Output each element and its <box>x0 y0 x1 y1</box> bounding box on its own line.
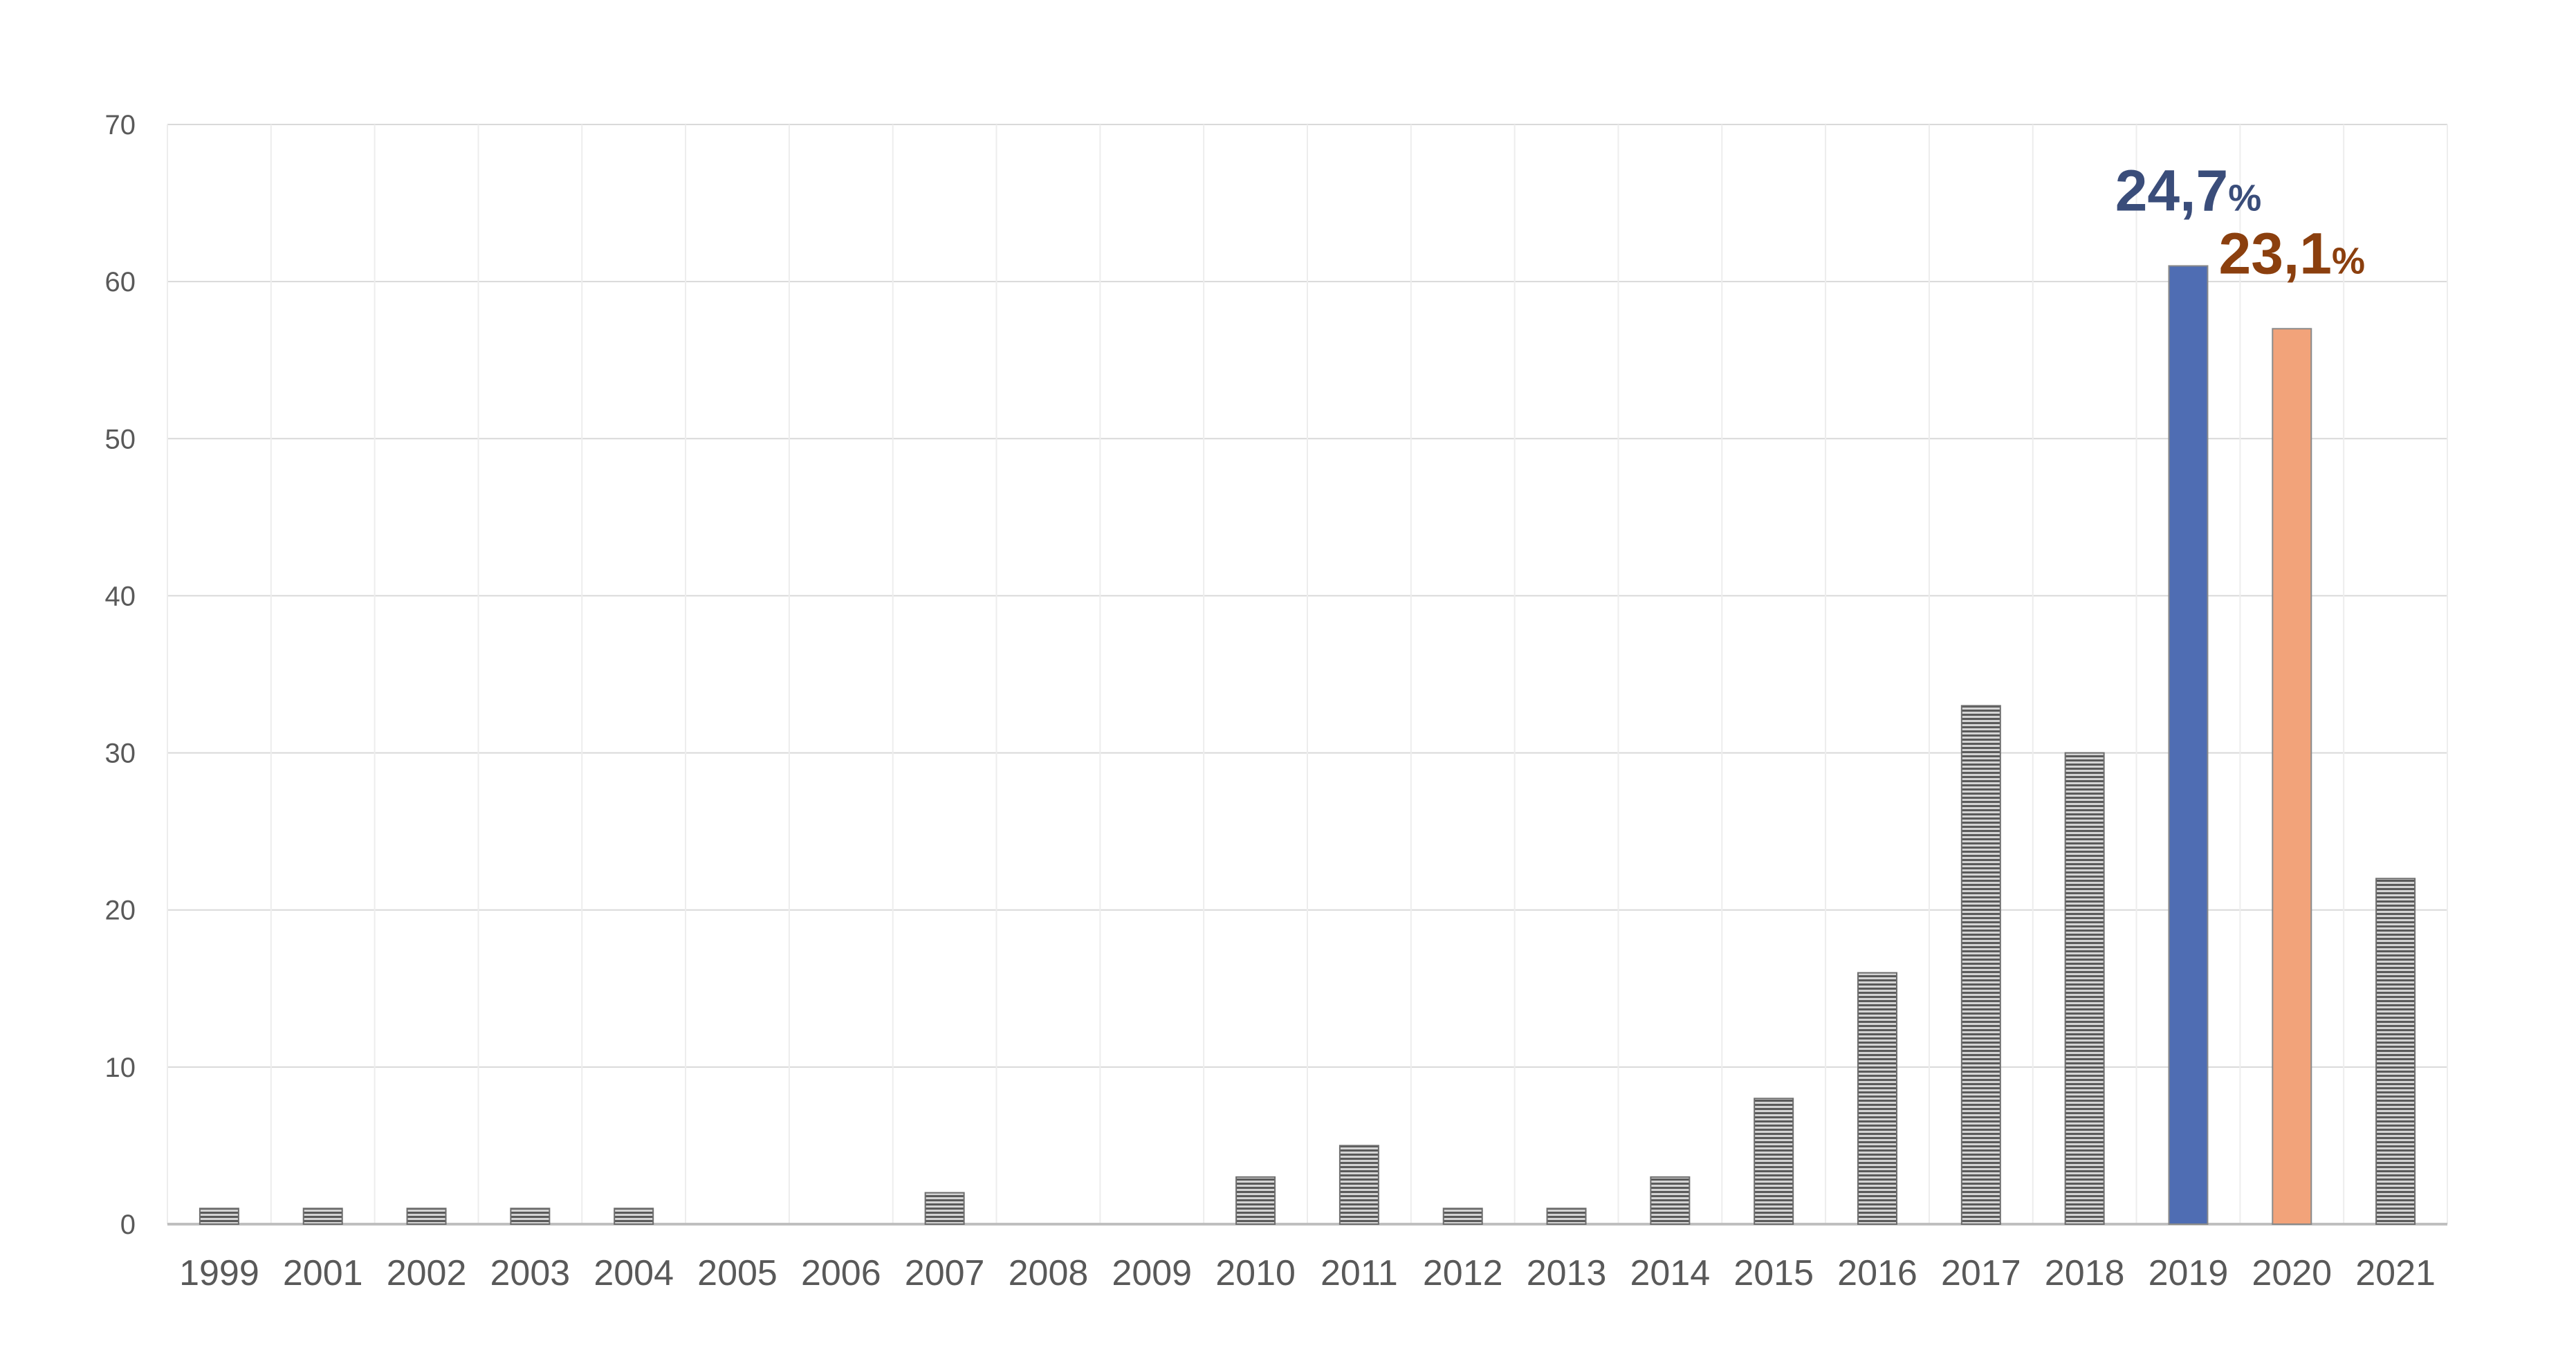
x-tick-label-2018: 2018 <box>2045 1253 2125 1293</box>
bar-2014 <box>1650 1176 1691 1226</box>
x-tick-label-2016: 2016 <box>1837 1253 1917 1293</box>
x-tick-label-2019: 2019 <box>2149 1253 2229 1293</box>
bar-2021 <box>2375 878 2416 1226</box>
x-tick-label-2004: 2004 <box>594 1253 674 1293</box>
y-tick-label: 60 <box>105 267 136 297</box>
x-tick-label-2014: 2014 <box>1630 1253 1711 1293</box>
bar-2003 <box>510 1208 551 1226</box>
x-tick-label-2020: 2020 <box>2252 1253 2332 1293</box>
data-label-2019: 24,7% <box>2115 158 2262 223</box>
x-tick-label-2006: 2006 <box>801 1253 881 1293</box>
data-label-value-2020: 23,1 <box>2219 221 2333 286</box>
bar-2018 <box>2064 752 2105 1225</box>
bars <box>199 265 2416 1226</box>
bar-2020 <box>2272 328 2312 1225</box>
bar-2016 <box>1857 972 1897 1225</box>
data-label-2020: 23,1% <box>2219 221 2366 286</box>
x-tick-label-2013: 2013 <box>1527 1253 1607 1293</box>
bar-2002 <box>406 1208 447 1226</box>
bar-2012 <box>1442 1208 1483 1226</box>
bar-2010 <box>1235 1176 1276 1226</box>
x-tick-label-2009: 2009 <box>1112 1253 1192 1293</box>
tick-labels: 0 10 20 30 40 50 60 70 1999 2001 2002 2003 2004 2005 2… <box>105 110 2436 1293</box>
data-label-unit-2020: % <box>2332 240 2365 281</box>
x-tick-label-2007: 2007 <box>905 1253 985 1293</box>
x-tick-label-2002: 2002 <box>387 1253 467 1293</box>
x-tick-label-2011: 2011 <box>1321 1253 1398 1293</box>
x-tick-label-1999: 1999 <box>179 1253 259 1293</box>
bar-2001 <box>302 1208 343 1226</box>
bar-2011 <box>1338 1145 1379 1226</box>
y-tick-label: 30 <box>105 739 136 769</box>
x-tick-label-2001: 2001 <box>283 1253 363 1293</box>
bar-2019 <box>2168 265 2209 1225</box>
bar-2004 <box>614 1208 654 1226</box>
y-tick-label: 10 <box>105 1053 136 1083</box>
bar-2015 <box>1754 1098 1794 1226</box>
bar-2007 <box>924 1192 965 1225</box>
y-tick-label: 50 <box>105 424 136 454</box>
data-label-unit-2019: % <box>2228 177 2261 219</box>
annotations: 24,7%23,1% <box>2115 158 2365 286</box>
x-tick-label-2015: 2015 <box>1733 1253 1814 1293</box>
bar-2013 <box>1546 1208 1587 1226</box>
x-tick-label-2005: 2005 <box>697 1253 778 1293</box>
data-label-value-2019: 24,7 <box>2115 158 2229 223</box>
bar-1999 <box>199 1208 239 1226</box>
y-tick-label: 20 <box>105 896 136 926</box>
x-tick-label-2012: 2012 <box>1423 1253 1503 1293</box>
grid-lines <box>167 124 2448 1224</box>
x-tick-label-2008: 2008 <box>1009 1253 1089 1293</box>
y-tick-label: 40 <box>105 581 136 611</box>
y-tick-label: 70 <box>105 110 136 140</box>
x-tick-label-2017: 2017 <box>1941 1253 2021 1293</box>
x-tick-label-2003: 2003 <box>490 1253 571 1293</box>
y-tick-label: 0 <box>120 1210 136 1240</box>
bar-2017 <box>1960 705 2001 1225</box>
x-tick-label-2010: 2010 <box>1215 1253 1296 1293</box>
x-tick-label-2021: 2021 <box>2355 1253 2436 1293</box>
